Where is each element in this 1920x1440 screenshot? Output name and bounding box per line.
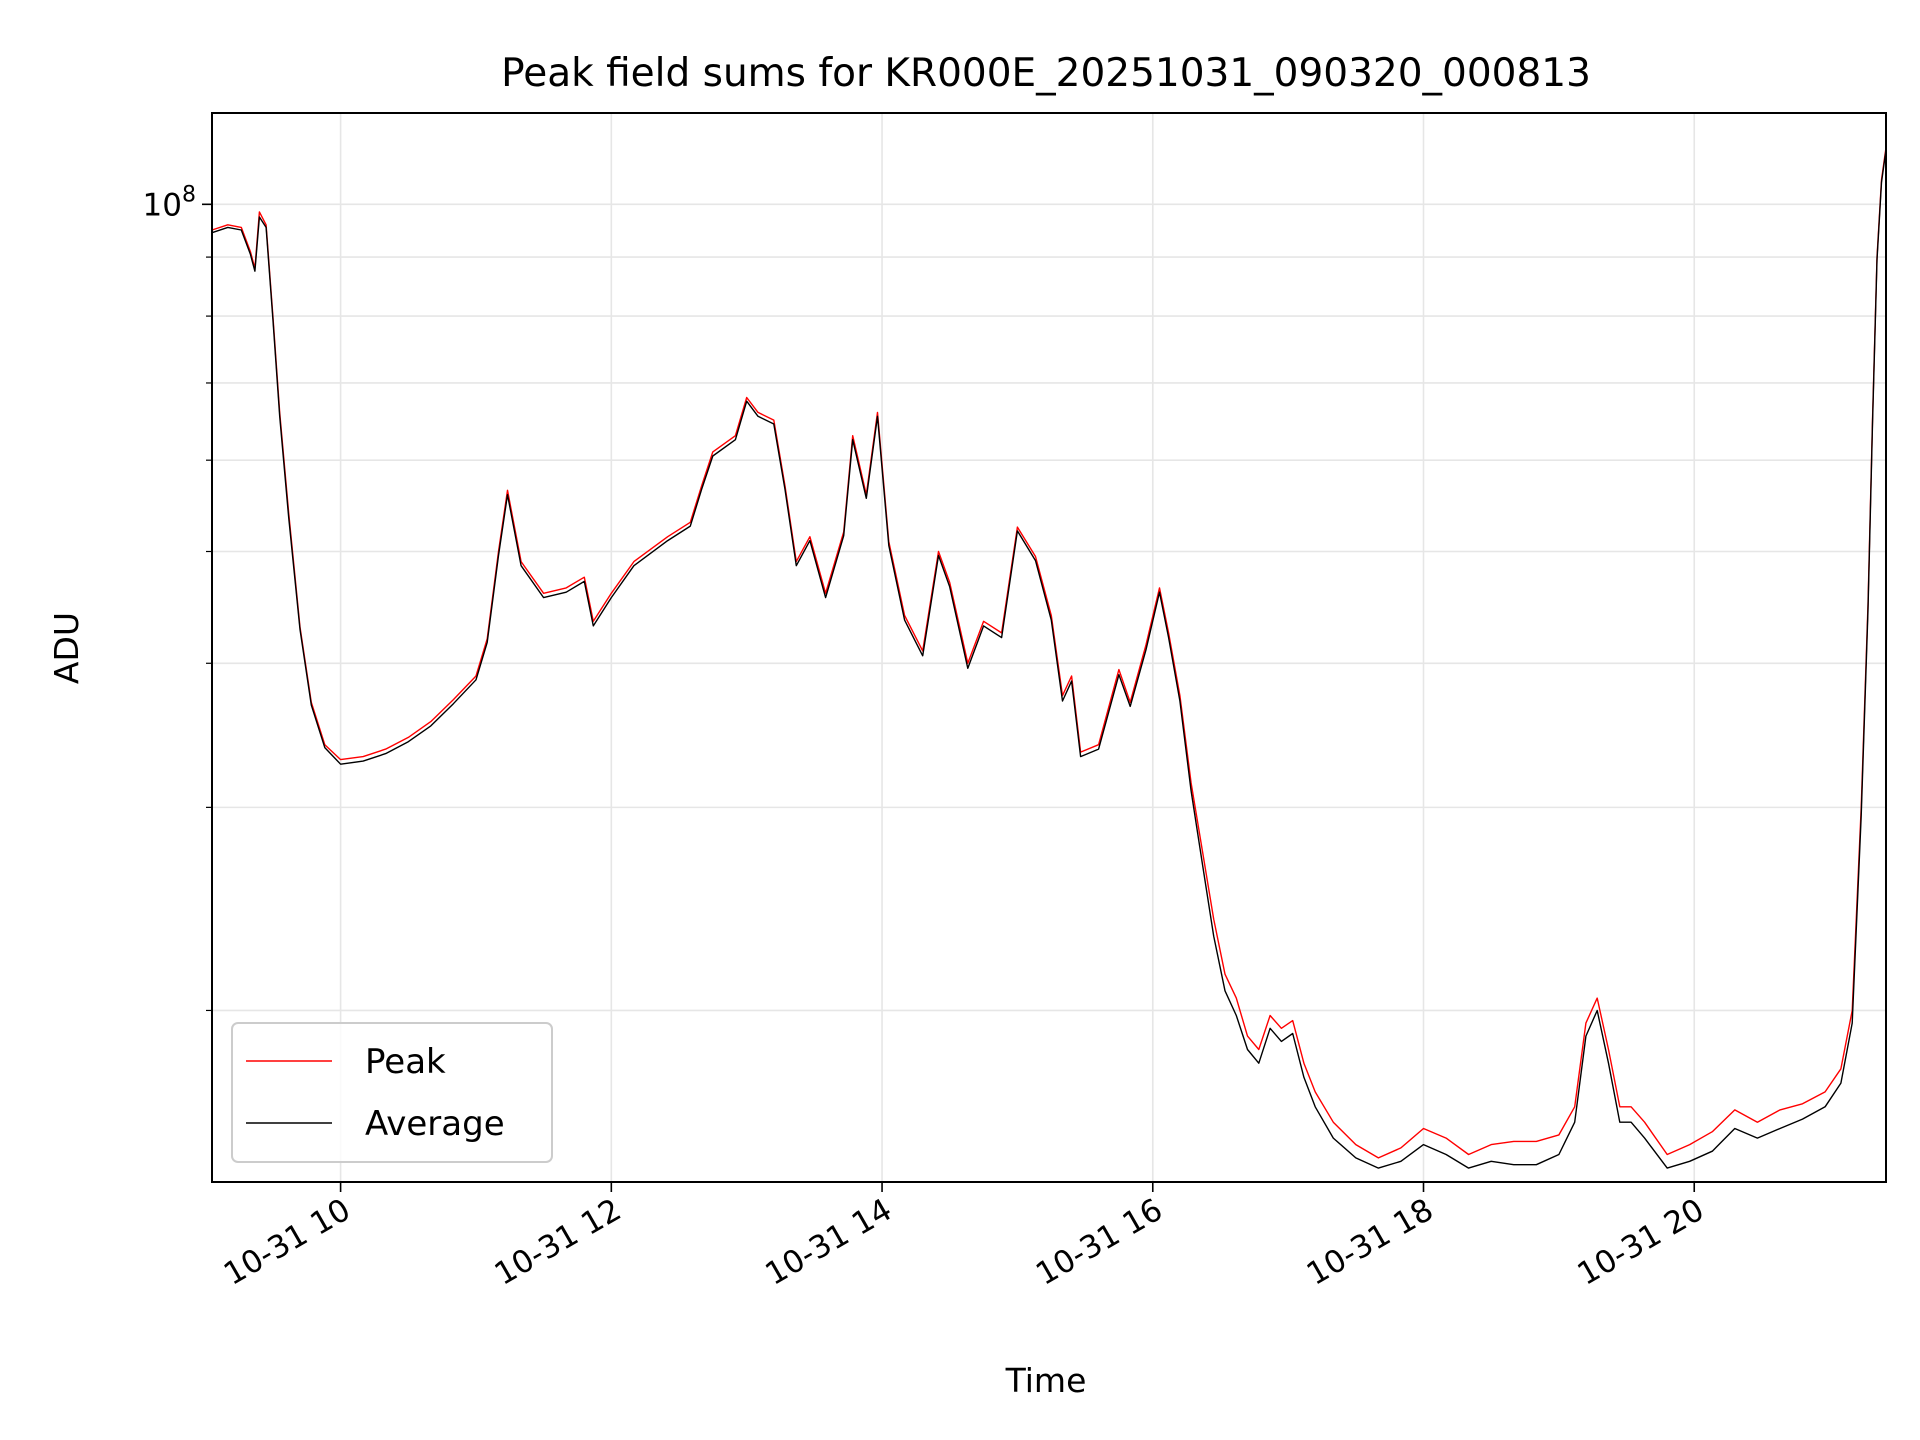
legend-box <box>231 1022 553 1163</box>
series-line-average <box>211 149 1887 1169</box>
x-axis-label: Time <box>1005 1361 1087 1400</box>
y-axis-label: ADU <box>47 612 86 684</box>
legend-label-average: Average <box>365 1104 505 1144</box>
legend-label-peak: Peak <box>365 1042 446 1082</box>
grid-lines <box>212 113 1886 1182</box>
plot-area-frame <box>211 112 1887 1183</box>
y-axis-ticks: 108 <box>143 182 212 1012</box>
series-line-peak <box>211 147 1887 1159</box>
chart-title: Peak field sums for KR000E_20251031_0903… <box>501 51 1591 96</box>
series-lines <box>211 147 1887 1169</box>
y-tick-label: 108 <box>143 182 196 223</box>
legend: Peak Average <box>231 1022 553 1163</box>
